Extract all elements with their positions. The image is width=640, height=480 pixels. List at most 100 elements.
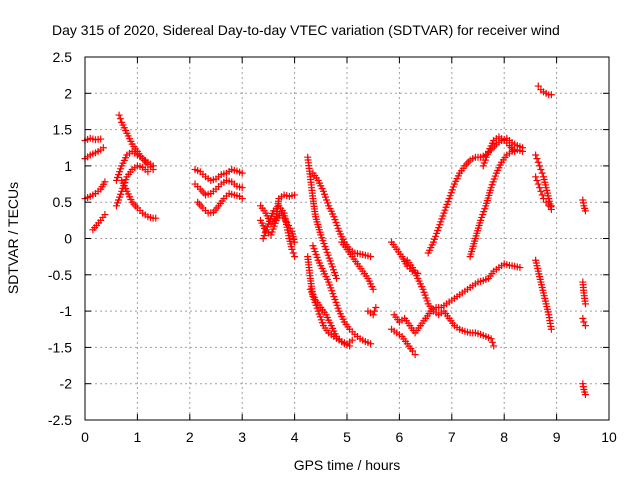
data-point [532,173,540,181]
data-point [519,147,527,155]
data-point [534,180,542,188]
data-point [238,195,246,203]
series-arc14 [259,202,299,261]
data-point [291,253,299,261]
y-tick-label: 2.5 [53,49,73,65]
y-tick-label: -1.5 [48,339,72,355]
chart-title: Day 315 of 2020, Sidereal Day-to-day VTE… [52,22,560,38]
data-point [490,342,498,350]
series-arc10 [191,176,246,199]
data-point [333,274,341,282]
series-arc12 [257,191,299,228]
data-point [516,264,524,272]
series-arc28 [479,133,519,170]
x-tick-label: 3 [238,429,246,445]
data-point [547,202,555,210]
y-tick-label: -1 [60,303,73,319]
data-point [581,207,589,215]
y-tick-label: 1 [64,158,72,174]
data-point [371,307,379,315]
data-point [409,347,416,355]
data-point [581,300,589,308]
series-arc23 [388,325,419,359]
series-arc19 [309,242,375,348]
series-arc11 [194,189,246,217]
y-tick-label: -2.5 [48,412,72,428]
x-axis-title: GPS time / hours [294,457,401,473]
data-point [97,135,105,143]
data-point [540,195,547,203]
data-point [291,191,299,199]
data-point [534,158,542,166]
tick-layer: 0 1 2 3 4 5 6 7 8 9 10 -2.5 -2 -1.5 -1 -0.5 0 0.5 1 1.5 2 2.5 [48,49,617,445]
data-point [580,318,588,326]
series-arc36 [579,380,589,399]
x-tick-label: 5 [343,429,351,445]
data-point [238,169,246,177]
series-arc4 [89,211,109,234]
data-point [348,336,356,344]
y-axis-title: SDTVAR / TECUs [5,182,21,294]
data-point [581,322,589,330]
data-point [538,191,546,199]
data-point [372,303,380,311]
x-tick-label: 8 [500,429,508,445]
series-arc21 [364,303,380,319]
series-arc20 [338,238,377,293]
data-point [538,169,546,177]
data-point [289,249,297,257]
data-point [367,340,375,348]
series-arc29 [534,82,555,99]
series-arc25 [403,256,498,350]
x-tick-label: 6 [396,429,404,445]
data-point [536,184,544,192]
data-point [367,253,375,261]
data-point [238,184,246,192]
x-tick-label: 1 [134,429,142,445]
x-tick-label: 0 [81,429,89,445]
data-point [488,338,496,346]
series-arc2 [81,144,107,163]
x-tick-label: 10 [601,429,617,445]
y-tick-label: 0.5 [53,194,73,210]
data-point [532,151,540,159]
series-arc6 [112,147,157,184]
data-point [542,198,550,206]
data-point [534,82,542,90]
y-tick-label: -0.5 [48,267,72,283]
data-point [101,211,109,219]
data-point [579,314,587,322]
data-point [369,311,377,319]
data-point [537,166,545,174]
series-arc9 [191,166,246,184]
x-tick-label: 2 [186,429,194,445]
series-arc3 [81,178,109,203]
data-point [487,335,495,343]
data-point [152,214,160,222]
data-point [288,245,296,253]
y-tick-label: 0 [64,231,72,247]
series-arc8 [118,176,160,222]
data-point [547,325,555,333]
data-point [533,155,541,163]
grid-layer [85,57,609,420]
series-arc31 [532,173,555,210]
x-tick-label: 9 [553,429,561,445]
series-arc34 [579,278,589,308]
data-point [99,144,107,152]
x-tick-label: 4 [291,429,299,445]
data-point [536,162,544,170]
series-arc35 [579,314,589,330]
data-point [101,178,109,186]
data-point [411,351,419,359]
data-point [291,238,299,246]
data-layer [81,82,589,399]
data-point [149,162,157,170]
data-point [144,168,152,176]
data-point [115,111,123,119]
data-point [116,115,124,123]
data-point [581,391,589,399]
data-point [537,187,545,195]
series-arc17 [304,253,354,350]
